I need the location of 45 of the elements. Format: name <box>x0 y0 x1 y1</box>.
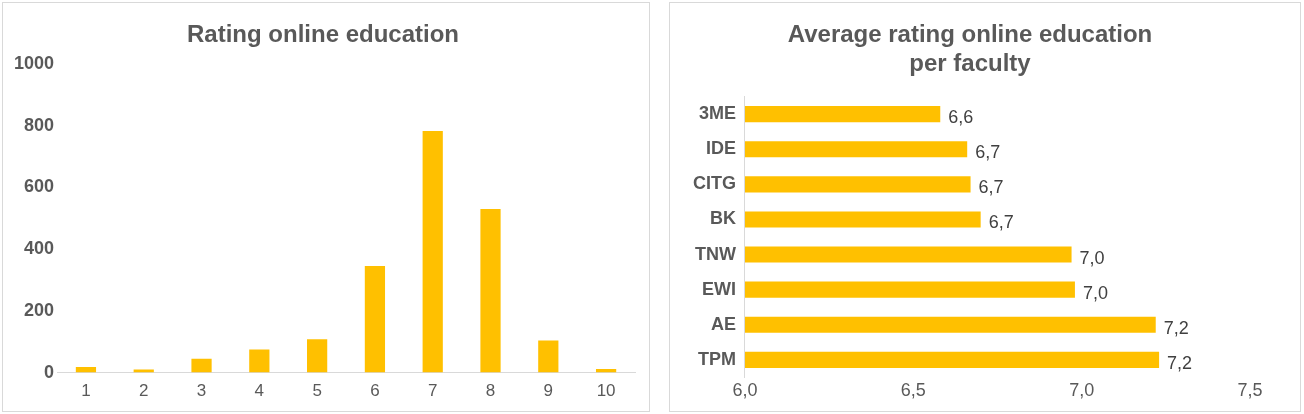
y-tick-label: 600 <box>24 176 55 197</box>
y-tick-label: 0 <box>44 361 55 382</box>
x-tick-label: 7 <box>427 381 438 401</box>
data-label: 6,6 <box>948 107 974 128</box>
bar <box>249 349 270 373</box>
x-tick-label: 8 <box>485 381 496 401</box>
chart-title: Average rating online education per faculty <box>787 20 1153 76</box>
x-tick-label: 7,5 <box>1237 380 1263 401</box>
data-label: 6,7 <box>988 212 1014 233</box>
y-tick-label: IDE <box>705 138 736 159</box>
data-label: 6,7 <box>975 142 1001 163</box>
x-tick-label: 5 <box>312 381 322 401</box>
x-tick-label: 1 <box>81 381 91 401</box>
bar <box>538 340 559 373</box>
y-tick-label: 400 <box>24 238 55 259</box>
y-tick-label: CITG <box>693 173 736 194</box>
data-label: 7,0 <box>1079 247 1105 268</box>
bar <box>480 208 501 373</box>
y-tick-label: 200 <box>24 299 55 320</box>
bar <box>191 358 212 373</box>
data-label: 7,0 <box>1082 282 1108 303</box>
data-label: 6,7 <box>978 177 1004 198</box>
data-label: 7,2 <box>1163 317 1189 338</box>
y-tick-label: TPM <box>698 348 736 369</box>
bar <box>422 131 443 373</box>
x-tick-label: 6,5 <box>900 380 926 401</box>
y-tick-label: BK <box>710 208 736 229</box>
x-tick-label: 7,0 <box>1069 380 1095 401</box>
bar <box>364 266 386 373</box>
chart-title: Rating online education <box>186 20 460 48</box>
y-tick-label: 800 <box>24 114 55 135</box>
x-tick-label: 4 <box>254 381 265 401</box>
x-tick-label: 9 <box>543 381 554 401</box>
y-tick-label: 3ME <box>698 103 736 124</box>
data-label: 7,2 <box>1167 352 1193 373</box>
x-tick-label: 6,0 <box>732 380 758 401</box>
x-tick-label: 3 <box>196 381 207 401</box>
y-tick-label: EWI <box>702 278 736 299</box>
y-tick-label: AE <box>710 313 736 334</box>
x-tick-label: 6 <box>370 381 380 401</box>
y-tick-label: 1000 <box>14 52 55 73</box>
x-tick-label: 2 <box>139 381 149 401</box>
bar <box>307 339 328 373</box>
y-tick-label: TNW <box>695 243 737 264</box>
x-tick-label: 10 <box>596 381 616 401</box>
